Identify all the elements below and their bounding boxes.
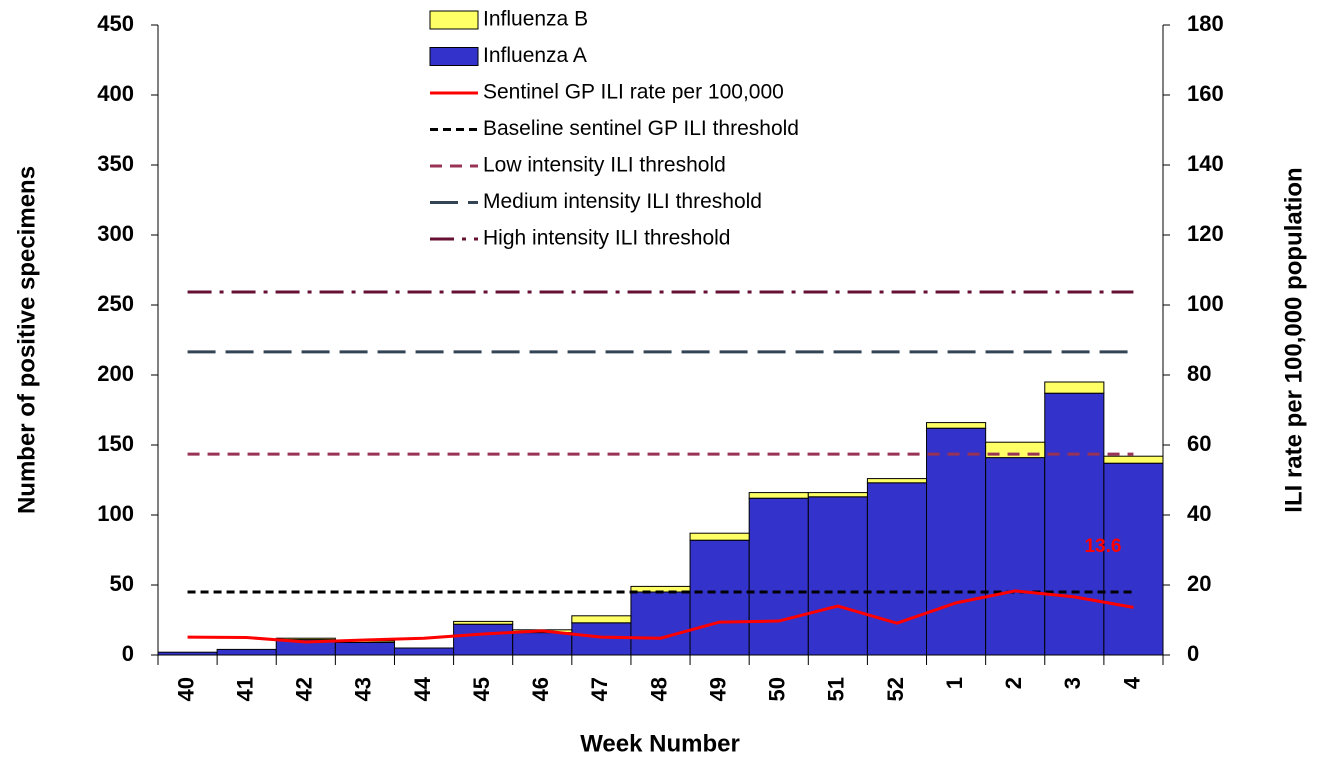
x-tick-label: 44 bbox=[410, 676, 435, 701]
x-tick-label: 1 bbox=[942, 677, 967, 689]
bar bbox=[1044, 392, 1105, 656]
y-tick-label: 50 bbox=[110, 571, 134, 596]
data-label: 13.6 bbox=[1084, 536, 1121, 557]
y2-tick-label: 80 bbox=[1187, 361, 1211, 386]
y2-tick-label: 180 bbox=[1187, 11, 1224, 36]
bar bbox=[216, 648, 277, 656]
x-tick-label: 50 bbox=[765, 677, 790, 701]
bar bbox=[748, 497, 809, 656]
y-tick-label: 350 bbox=[97, 151, 134, 176]
x-tick-label: 42 bbox=[292, 677, 317, 701]
y2-tick-label: 140 bbox=[1187, 151, 1224, 176]
bar bbox=[453, 623, 514, 656]
y-tick-label: 200 bbox=[97, 361, 134, 386]
y2-tick-label: 120 bbox=[1187, 221, 1224, 246]
x-tick-label: 2 bbox=[1001, 677, 1026, 689]
bar bbox=[1044, 381, 1105, 394]
x-tick-label: 47 bbox=[587, 677, 612, 701]
y2-tick-label: 40 bbox=[1187, 501, 1211, 526]
bar bbox=[807, 492, 868, 498]
bar bbox=[689, 532, 750, 541]
y2-tick-label: 60 bbox=[1187, 431, 1211, 456]
legend-label: Influenza A bbox=[483, 44, 587, 67]
legend-swatch bbox=[429, 10, 479, 30]
y-tick-label: 100 bbox=[97, 501, 134, 526]
y2-tick-label: 100 bbox=[1187, 291, 1224, 316]
line bbox=[187, 589, 1134, 644]
x-tick-label: 49 bbox=[705, 677, 730, 701]
legend-label: High intensity ILI threshold bbox=[483, 227, 730, 250]
bar bbox=[1103, 462, 1164, 656]
y2-tick-label: 0 bbox=[1187, 641, 1199, 666]
y-tick-label: 0 bbox=[122, 641, 134, 666]
x-tick-label: 46 bbox=[528, 677, 553, 701]
y2-axis-title: ILI rate per 100,000 population bbox=[1280, 167, 1307, 512]
x-axis-title: Week Number bbox=[580, 730, 740, 757]
x-tick-label: 4 bbox=[1119, 676, 1144, 689]
x-tick-label: 45 bbox=[469, 677, 494, 701]
bar bbox=[393, 647, 455, 656]
bar bbox=[985, 457, 1046, 656]
legend-label: Low intensity ILI threshold bbox=[483, 154, 726, 177]
x-tick-label: 40 bbox=[173, 677, 198, 701]
bar bbox=[866, 478, 928, 484]
legend-label: Baseline sentinel GP ILI threshold bbox=[483, 117, 799, 140]
x-tick-label: 52 bbox=[883, 677, 908, 701]
bar bbox=[1103, 455, 1164, 464]
bar bbox=[334, 641, 395, 656]
x-tick-label: 3 bbox=[1060, 677, 1085, 689]
bar bbox=[689, 539, 750, 656]
bar bbox=[630, 591, 691, 656]
bar bbox=[926, 422, 987, 429]
y-tick-label: 250 bbox=[97, 291, 134, 316]
x-tick-label: 43 bbox=[351, 677, 376, 701]
bar bbox=[512, 632, 573, 656]
legend-label: Medium intensity ILI threshold bbox=[483, 190, 762, 213]
y-axis-title: Number of positive specimens bbox=[13, 166, 40, 514]
legend-label: Sentinel GP ILI rate per 100,000 bbox=[483, 81, 784, 104]
bar bbox=[748, 492, 809, 499]
x-tick-label: 48 bbox=[646, 677, 671, 701]
bar bbox=[926, 427, 987, 656]
y2-tick-label: 160 bbox=[1187, 81, 1224, 106]
bar bbox=[453, 620, 514, 625]
legend-label: Influenza B bbox=[483, 8, 588, 31]
x-tick-label: 51 bbox=[824, 677, 849, 701]
y2-tick-label: 20 bbox=[1187, 571, 1211, 596]
x-tick-label: 41 bbox=[232, 677, 257, 701]
bar bbox=[807, 496, 868, 656]
bar bbox=[571, 615, 632, 624]
y-tick-label: 300 bbox=[97, 221, 134, 246]
bar bbox=[866, 482, 928, 656]
y-tick-label: 400 bbox=[97, 81, 134, 106]
legend-swatch bbox=[429, 47, 479, 66]
y-tick-label: 150 bbox=[97, 431, 134, 456]
y-tick-label: 450 bbox=[97, 11, 134, 36]
